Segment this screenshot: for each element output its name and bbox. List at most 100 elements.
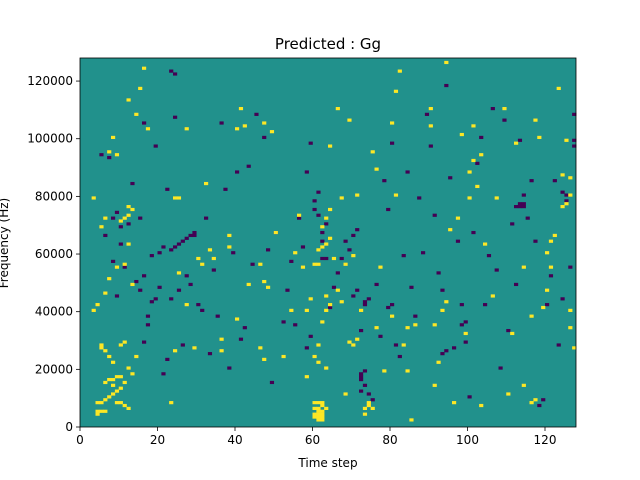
heatmap-cell-low (517, 202, 523, 206)
heatmap-cell-high (111, 392, 116, 396)
heatmap-cell-high (324, 366, 329, 370)
heatmap-cell-high (99, 346, 104, 350)
heatmap-cell-high (533, 398, 538, 402)
heatmap-cell-high (126, 213, 131, 217)
heatmap-cell-low (556, 343, 561, 347)
heatmap-cell-low (145, 314, 151, 318)
heatmap-cell-high (560, 205, 565, 209)
heatmap-cell-high (114, 153, 120, 157)
heatmap-cell-high (316, 360, 321, 364)
heatmap-cell-low (351, 233, 356, 238)
heatmap-cell-high (328, 236, 333, 240)
heatmap-cell-low (200, 308, 205, 312)
heatmap-cell-high (118, 401, 123, 405)
heatmap-cell-low (107, 156, 112, 160)
heatmap-cell-high (390, 314, 395, 318)
heatmap-cell-high (393, 89, 399, 93)
heatmap-cell-high (320, 412, 325, 416)
heatmap-cell-low (452, 346, 457, 350)
heatmap-cell-high (211, 256, 216, 261)
heatmap-cell-high (95, 412, 100, 416)
heatmap-cell-low (242, 326, 247, 330)
heatmap-cell-high (448, 228, 453, 232)
heatmap-cell-high (362, 412, 368, 416)
heatmap-cell-high (355, 337, 360, 341)
heatmap-cell-high (111, 377, 116, 382)
heatmap-cell-low (397, 354, 402, 359)
heatmap-cell-high (471, 124, 476, 128)
heatmap-cell-high (545, 288, 550, 292)
heatmap-cell-low (362, 303, 368, 307)
heatmap-cell-low (223, 187, 228, 191)
heatmap-cell-low (572, 138, 577, 142)
heatmap-cell-high (409, 418, 414, 422)
heatmap-cell-low (157, 285, 162, 289)
heatmap-cell-low (548, 274, 554, 278)
heatmap-cell-high (99, 409, 104, 413)
heatmap-cell-high (192, 346, 197, 350)
heatmap-cell-high (176, 196, 182, 200)
heatmap-cell-low (134, 279, 139, 284)
heatmap-cell-high (118, 375, 123, 379)
heatmap-cell-low (122, 265, 127, 269)
heatmap-cell-high (111, 383, 116, 387)
heatmap-cell-high (320, 320, 325, 324)
heatmap-cell-low (525, 216, 530, 220)
heatmap-cell-low (517, 205, 523, 209)
heatmap-cell-low (560, 190, 565, 194)
heatmap-cell-high (126, 406, 131, 410)
heatmap-cell-low (483, 303, 488, 307)
heatmap-cell-low (401, 254, 406, 258)
heatmap-cell-high (95, 401, 100, 405)
heatmap-cell-low (537, 403, 542, 408)
heatmap-cell-high (339, 196, 344, 200)
heatmap-cell-high (556, 86, 561, 91)
heatmap-cell-high (130, 372, 135, 376)
heatmap-cell-low (428, 144, 433, 148)
heatmap-cell-high (479, 153, 484, 157)
heatmap-cell-low (382, 179, 387, 183)
heatmap-cell-high (568, 326, 573, 330)
heatmap-cell-high (521, 383, 526, 387)
heatmap-cell-low (514, 282, 519, 287)
heatmap-cell-low (180, 239, 185, 243)
heatmap-cell-low (231, 251, 236, 255)
heatmap-cell-high (362, 406, 368, 410)
heatmap-cell-high (126, 242, 131, 246)
heatmap-cell-low (355, 228, 360, 232)
heatmap-cell-low (386, 207, 391, 212)
x-axis: 0 20 40 60 80 100 120 (76, 427, 556, 447)
heatmap-cell-low (370, 398, 375, 402)
heatmap-cell-high (235, 127, 240, 131)
heatmap-cell-high (308, 297, 313, 301)
heatmap-cell-low (192, 233, 197, 238)
heatmap-cell-low (444, 83, 449, 88)
heatmap-cell-high (103, 291, 108, 295)
heatmap-cell-high (273, 230, 278, 235)
heatmap-cell-low (328, 305, 333, 310)
heatmap-cell-high (312, 401, 317, 405)
heatmap-cell-low (138, 216, 143, 220)
heatmap-cell-high (200, 262, 205, 266)
heatmap-cell-high (537, 135, 542, 140)
heatmap-cell-low (153, 297, 158, 301)
heatmap-cell-low (521, 205, 526, 209)
heatmap-cell-high (107, 354, 112, 359)
heatmap-cell-high (506, 392, 511, 396)
heatmap-cell-high (219, 349, 224, 353)
heatmap-cell-high (103, 380, 108, 385)
heatmap-cell-high (103, 409, 108, 413)
heatmap-cell-high (347, 118, 352, 122)
heatmap-cell-low (269, 380, 275, 385)
heatmap-cell-high (370, 406, 375, 410)
heatmap-cell-high (145, 127, 151, 131)
heatmap-cell-high (118, 343, 123, 347)
heatmap-cell-high (483, 242, 488, 246)
heatmap-cell-high (378, 265, 383, 269)
heatmap-cell-low (138, 288, 143, 292)
heatmap-cell-high (382, 369, 387, 373)
heatmap-cell-high (281, 354, 286, 359)
heatmap-cell-high (455, 216, 461, 220)
heatmap-cell-low (289, 259, 294, 263)
heatmap-cell-high (316, 401, 321, 405)
